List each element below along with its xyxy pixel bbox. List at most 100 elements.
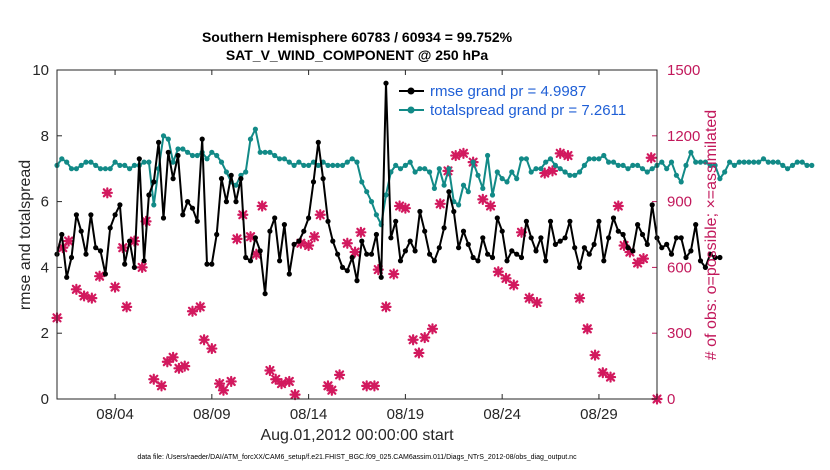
rmse-point [194,218,200,224]
totalspread-point [475,172,481,178]
rmse-point [547,218,554,224]
y-axis-left: 0 2 4 6 8 10 [32,62,62,408]
totalspread-point [233,182,239,188]
y-tick-label-left: 0 [41,391,49,408]
obs-assimilated-point [380,301,392,313]
rmse-point [591,241,597,247]
totalspread-point [344,159,350,165]
totalspread-point [330,162,336,168]
totalspread-point [543,159,549,165]
rmse-point [412,248,418,254]
totalspread-point [460,182,467,188]
rmse-point [431,258,437,264]
rmse-point [127,238,133,244]
totalspread-point [446,166,452,172]
obs-assimilated-point [372,263,384,276]
totalspread-point [291,162,297,168]
totalspread-point [518,156,525,162]
rmse-point [83,251,89,257]
totalspread-point [325,162,331,168]
totalspread-point [683,162,689,168]
obs-series [51,147,663,405]
totalspread-point [223,169,229,175]
totalspread-point [673,172,680,178]
totalspread-point [88,159,94,165]
totalspread-point [514,176,520,182]
totalspread-point [756,159,762,165]
obs-assimilated-point [546,165,559,177]
rmse-point [378,274,384,280]
totalspread-point [499,176,505,182]
rmse-point [247,258,254,264]
totalspread-point [688,149,694,155]
totalspread-point [272,152,278,159]
totalspread-point [431,185,437,191]
rmse-point [160,215,167,221]
obs-assimilated-point [308,231,321,243]
x-tick-label: 08/24 [483,406,521,423]
rmse-point [238,176,244,182]
rmse-point [557,238,563,244]
totalspread-point [562,169,568,175]
rmse-point [528,235,534,241]
y-tick-label-right: 600 [667,259,692,276]
obs-assimilated-point [231,233,243,245]
rmse-point [407,238,413,244]
totalspread-point [422,166,428,172]
obs-assimilated-point [86,292,98,304]
rmse-point [427,251,433,257]
totalspread-point [668,159,675,165]
obs-assimilated-point [457,147,470,159]
obs-assimilated-point [368,380,381,392]
obs-assimilated-point [109,281,121,293]
totalspread-point [717,176,723,182]
obs-assimilated-point [198,334,210,346]
totalspread-point [780,162,786,168]
obs-assimilated-point [604,371,617,383]
rmse-point [141,258,147,264]
rmse-point [78,228,84,234]
totalspread-point [170,159,176,165]
obs-assimilated-point [500,272,512,284]
obs-assimilated-point [128,235,141,247]
rmse-point [397,258,404,264]
totalspread-point [765,159,771,165]
rmse-point [112,212,118,218]
obs-assimilated-point [637,253,650,265]
rmse-point [615,228,621,234]
rmse-point [330,238,336,244]
obs-assimilated-point [597,367,609,379]
rmse-point [659,245,665,251]
rmse-point [441,225,447,231]
totalspread-point [557,166,563,172]
chart-subtitle: SAT_V_WIND_COMPONENT @ 250 hPa [226,47,489,63]
totalspread-series [54,126,815,228]
rmse-point [315,139,321,145]
totalspread-point [789,162,796,168]
legend: rmse grand pr = 4.9987 totalspread grand… [399,83,626,119]
totalspread-point [509,169,515,175]
rmse-point [523,218,530,224]
obs-assimilated-point [624,246,636,258]
totalspread-point [547,156,554,162]
obs-assimilated-point [407,334,419,346]
totalspread-point [417,166,423,172]
obs-assimilated-point [295,237,307,249]
rmse-point [175,152,181,159]
totalspread-point [644,169,650,175]
obs-assimilated-point [632,257,644,269]
totalspread-point [697,159,704,165]
totalspread-point [185,149,191,155]
totalspread-point [794,159,800,165]
totalspread-point [639,166,646,172]
obs-assimilated-point [148,373,160,385]
totalspread-point [146,159,152,165]
rmse-point [151,179,157,185]
obs-assimilated-point [206,342,218,355]
obs-assimilated-point [531,296,543,309]
rmse-point [436,245,442,251]
y-tick-label-left: 2 [41,325,49,342]
obs-assimilated-point [589,349,601,361]
rmse-point [644,241,650,247]
totalspread-point [354,159,360,165]
